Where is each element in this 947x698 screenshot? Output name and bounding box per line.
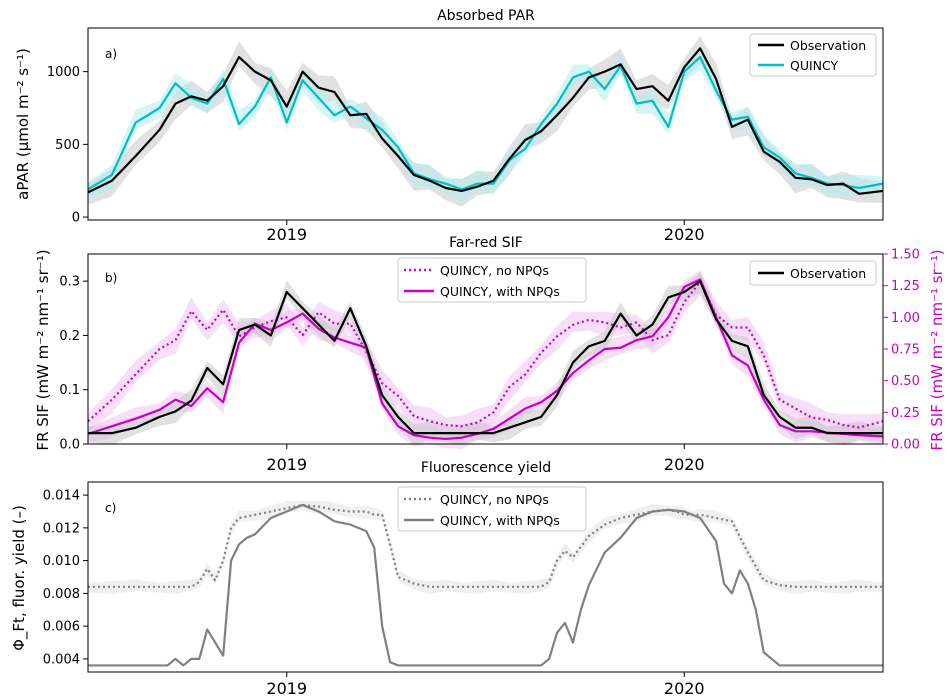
panel-c-series	[88, 503, 883, 667]
sif-observation-line	[88, 280, 883, 435]
y-tick-label: 1.00	[891, 311, 920, 326]
yield-with-npq-line	[88, 503, 883, 667]
panel-a-y-ticks: 0 500 1000	[47, 65, 88, 226]
panel-c-x-ticks: 2019 2020	[266, 672, 705, 698]
y-tick-label: 0.0	[59, 438, 80, 453]
panel-a-legend: Observation QUINCY	[749, 33, 877, 77]
panel-b: Far-red SIF 0.0 0.1 0.2 0.3 0.00 0.25 0.50 0.7…	[34, 235, 946, 474]
panel-b-title: Far-red SIF	[449, 235, 523, 251]
panel-b-ylabel: FR SIF (mW m⁻² nm⁻¹ sr⁻¹)	[34, 249, 52, 450]
x-tick-label: 2020	[664, 679, 705, 698]
panel-b-legend-right-box	[749, 260, 877, 286]
legend-with-npq: QUINCY, with NPQs	[440, 284, 560, 299]
y-tick-label: 0	[72, 211, 80, 226]
panel-b-legend-left-box	[397, 257, 587, 303]
y-tick-label: 1.50	[891, 248, 920, 263]
panel-a-series	[87, 47, 884, 195]
legend-yield-with-npq: QUINCY, with NPQs	[440, 513, 560, 528]
y-tick-label: 0.2	[59, 329, 80, 344]
y-tick-label: 1000	[47, 65, 80, 80]
panel-b-series	[87, 278, 884, 441]
x-tick-label: 2019	[266, 225, 307, 244]
y-tick-label: 0.3	[59, 275, 80, 290]
panel-c-legend: QUINCY, no NPQs QUINCY, with NPQs	[397, 486, 587, 532]
panel-a-uncertainty-bands	[88, 36, 883, 207]
y-tick-label: 500	[55, 138, 80, 153]
panel-c-ylabel: Φ_Ft, fluor. yield (–)	[10, 505, 29, 651]
panel-c-legend-box	[397, 486, 587, 532]
y-tick-label: 0.012	[43, 521, 80, 536]
y-tick-label: 0.014	[43, 489, 80, 504]
y-tick-label: 0.25	[891, 406, 920, 421]
y-tick-label: 0.75	[891, 343, 920, 358]
quincy-line	[87, 55, 884, 191]
panel-c-label: c)	[105, 501, 116, 515]
panel-a-x-ticks: 2019 2020	[266, 220, 705, 244]
sif-with-npq-line	[87, 278, 884, 441]
panel-b-y-ticks: 0.0 0.1 0.2 0.3	[59, 275, 88, 453]
panel-b-y-ticks-right: 0.00 0.25 0.50 0.75 1.00 1.25 1.50	[883, 248, 920, 453]
x-tick-label: 2020	[664, 455, 705, 474]
yield-no-npq-line	[88, 503, 883, 588]
panel-c-y-ticks: 0.004 0.006 0.008 0.010 0.012 0.014	[43, 489, 88, 667]
panel-c-title: Fluorescence yield	[421, 460, 551, 476]
x-tick-label: 2020	[664, 225, 705, 244]
sif-with-npq-band	[88, 270, 883, 450]
y-tick-label: 0.00	[891, 438, 920, 453]
panel-b-label: b)	[105, 271, 117, 285]
sif-no-npq-line	[87, 280, 884, 429]
panel-c: Fluorescence yield 0.0040.0060.0080.0100…	[10, 460, 884, 698]
panel-b-x-ticks: 2019 2020	[266, 444, 705, 474]
panel-a-label: a)	[105, 47, 117, 61]
y-tick-label: 0.50	[891, 374, 920, 389]
y-tick-label: 0.006	[43, 620, 80, 635]
legend-quincy: QUINCY	[790, 58, 839, 73]
y-tick-label: 0.004	[43, 652, 80, 667]
panel-a-frame	[87, 27, 884, 221]
panel-a: Absorbed PAR 0 500 1000 2019 2020 a) aPAR (…	[14, 8, 884, 244]
y-tick-label: 0.010	[43, 554, 80, 569]
panel-a-ylabel: aPAR (µmol m⁻² s⁻¹)	[14, 48, 32, 200]
panel-b-legend-right: Observation	[749, 260, 877, 286]
panel-b-ylabel-right: FR SIF (mW m⁻² nm⁻¹ sr⁻¹)	[928, 249, 946, 450]
legend-observation: Observation	[790, 38, 866, 53]
yield-no-npq-band	[88, 500, 883, 595]
legend-observation-b: Observation	[790, 266, 866, 281]
panel-c-uncertainty-bands	[88, 500, 883, 595]
y-tick-label: 0.008	[43, 587, 80, 602]
legend-yield-no-npq: QUINCY, no NPQs	[440, 492, 549, 507]
panel-b-legend-left: QUINCY, no NPQs QUINCY, with NPQs	[397, 257, 587, 303]
x-tick-label: 2019	[266, 455, 307, 474]
panel-c-frame	[87, 481, 884, 673]
y-tick-label: 1.25	[891, 279, 920, 294]
x-tick-label: 2019	[266, 679, 307, 698]
legend-no-npq: QUINCY, no NPQs	[440, 263, 549, 278]
y-tick-label: 0.1	[59, 383, 80, 398]
panel-a-title: Absorbed PAR	[437, 8, 535, 24]
observation-line	[87, 47, 884, 195]
